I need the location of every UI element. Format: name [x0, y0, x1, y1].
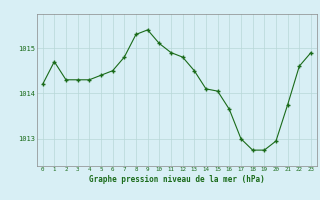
- X-axis label: Graphe pression niveau de la mer (hPa): Graphe pression niveau de la mer (hPa): [89, 175, 265, 184]
